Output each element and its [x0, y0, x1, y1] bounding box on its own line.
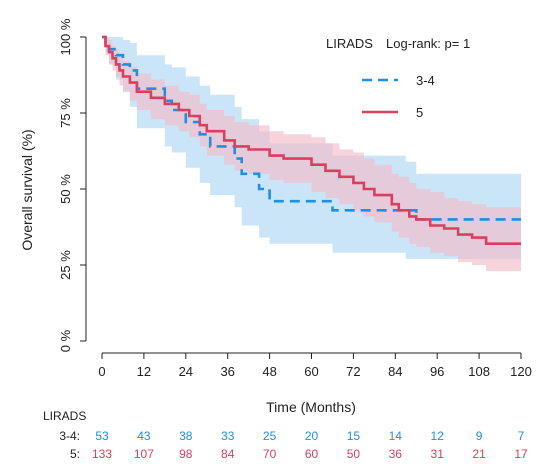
risk-value: 21	[472, 447, 486, 461]
risk-value: 133	[92, 447, 112, 461]
x-tick-label: 108	[468, 364, 490, 379]
risk-value: 25	[263, 429, 277, 443]
x-tick-label: 96	[430, 364, 444, 379]
survival-line-3-4	[102, 35, 521, 221]
risk-value: 7	[518, 429, 525, 443]
risk-value: 43	[137, 429, 151, 443]
risk-value: 50	[347, 447, 361, 461]
x-tick-label: 60	[304, 364, 318, 379]
survival-line-5	[102, 35, 521, 245]
confidence-bands	[102, 37, 521, 272]
legend-label-3-4: 3-4	[416, 73, 435, 88]
risk-value: 20	[305, 429, 319, 443]
x-tick-label: 48	[262, 364, 276, 379]
risk-value: 60	[305, 447, 319, 461]
legend: LIRADS Log-rank: p= 1 3-4 5	[326, 36, 470, 120]
risk-value: 98	[179, 447, 193, 461]
risk-value: 15	[347, 429, 361, 443]
x-tick-label: 0	[98, 364, 105, 379]
x-tick-label: 120	[510, 364, 532, 379]
risk-row-label: 5:	[70, 447, 80, 461]
x-tick-label: 84	[388, 364, 402, 379]
risk-value: 107	[134, 447, 154, 461]
x-tick-label: 24	[179, 364, 193, 379]
risk-table: LIRADS 3-4: 53 43 38 33 25 20 15 14 12 9 7 5: 133 107 9…	[43, 409, 528, 461]
risk-value: 53	[95, 429, 109, 443]
risk-value: 17	[514, 447, 528, 461]
risk-value: 36	[389, 447, 403, 461]
risk-value: 31	[431, 447, 445, 461]
y-tick-label: 0 %	[58, 329, 73, 352]
risk-value: 84	[221, 447, 235, 461]
x-tick-label: 72	[346, 364, 360, 379]
log-rank-text: Log-rank: p= 1	[386, 36, 470, 51]
y-tick-label: 50 %	[58, 174, 73, 204]
axes: 0 12 24 36 48 60 72 84 96 108 120 0 % 25 % 50 % 75 % 10…	[58, 18, 532, 379]
risk-value: 9	[476, 429, 483, 443]
survival-curves	[102, 35, 521, 245]
risk-row-label: 3-4:	[59, 429, 80, 443]
y-tick-label: 100 %	[58, 18, 73, 55]
risk-value: 33	[221, 429, 235, 443]
y-axis-label: Overall survival (%)	[19, 129, 35, 250]
x-tick-label: 36	[220, 364, 234, 379]
risk-value: 14	[389, 429, 403, 443]
legend-title: LIRADS	[326, 36, 373, 51]
risk-value: 70	[263, 447, 277, 461]
x-tick-label: 12	[137, 364, 151, 379]
risk-value: 38	[179, 429, 193, 443]
risk-table-title: LIRADS	[43, 409, 86, 423]
risk-value: 12	[431, 429, 445, 443]
y-tick-label: 75 %	[58, 98, 73, 128]
legend-label-5: 5	[416, 105, 423, 120]
x-axis-label: Time (Months)	[266, 399, 356, 415]
y-tick-label: 25 %	[58, 250, 73, 280]
